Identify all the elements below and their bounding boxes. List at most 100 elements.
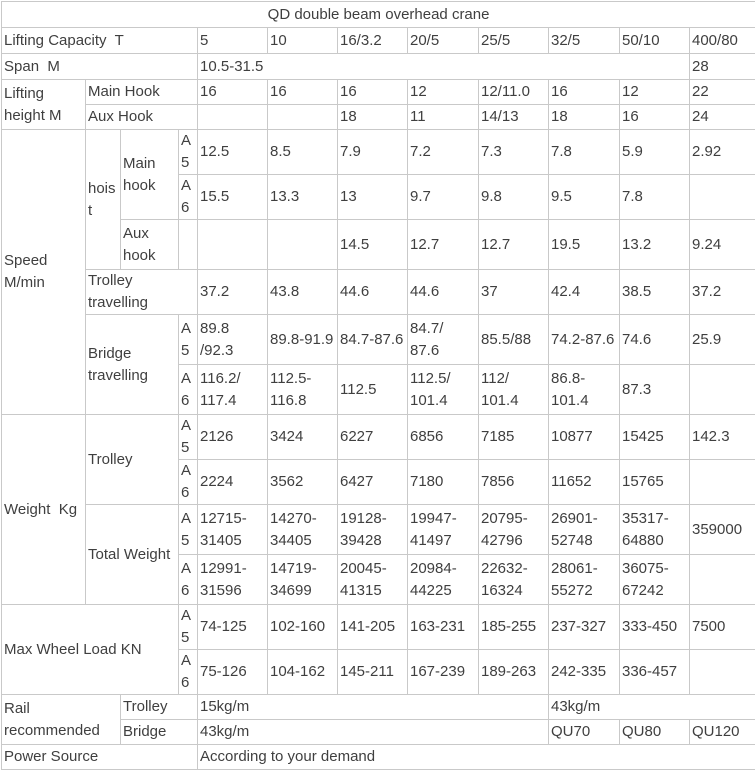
data-cell: 28 bbox=[690, 54, 755, 80]
data-cell: 20045- 41315 bbox=[338, 555, 408, 605]
data-cell: 242-335 bbox=[549, 650, 620, 695]
data-cell: 74.2-87.6 bbox=[549, 315, 620, 365]
data-cell: 112.5 bbox=[338, 365, 408, 415]
data-cell: 36075- 67242 bbox=[620, 555, 690, 605]
data-cell bbox=[268, 220, 338, 270]
grade-label: A5 bbox=[179, 505, 198, 555]
grade-label: A5 bbox=[179, 315, 198, 365]
data-cell: 26901- 52748 bbox=[549, 505, 620, 555]
row-header-hoist-main-hook: Main hook bbox=[121, 130, 179, 220]
data-cell: 163-231 bbox=[408, 605, 479, 650]
data-cell: 104-162 bbox=[268, 650, 338, 695]
row-header-lifting-capacity: Lifting Capacity T bbox=[2, 28, 198, 54]
grade-label: A5 bbox=[179, 130, 198, 175]
data-cell: 3424 bbox=[268, 415, 338, 460]
data-cell: 15425 bbox=[620, 415, 690, 460]
data-cell: 7500 bbox=[690, 605, 755, 650]
data-cell: 2126 bbox=[198, 415, 268, 460]
data-cell bbox=[198, 105, 268, 130]
data-cell: 359000 bbox=[690, 505, 755, 555]
row-header-rail-bridge: Bridge bbox=[121, 720, 198, 745]
data-cell: 19947- 41497 bbox=[408, 505, 479, 555]
data-cell: 16 bbox=[338, 80, 408, 105]
grade-label: A5 bbox=[179, 605, 198, 650]
data-cell: 3562 bbox=[268, 460, 338, 505]
data-cell: 18 bbox=[549, 105, 620, 130]
row-header-main-hook: Main Hook bbox=[86, 80, 198, 105]
data-cell: 13.3 bbox=[268, 175, 338, 220]
data-cell: 11652 bbox=[549, 460, 620, 505]
data-cell: 7.8 bbox=[549, 130, 620, 175]
data-cell: 6427 bbox=[338, 460, 408, 505]
data-cell: 19128- 39428 bbox=[338, 505, 408, 555]
data-cell: 37 bbox=[479, 270, 549, 315]
data-cell: 86.8- 101.4 bbox=[549, 365, 620, 415]
data-cell: 13.2 bbox=[620, 220, 690, 270]
data-cell: 189-263 bbox=[479, 650, 549, 695]
data-cell: 16/3.2 bbox=[338, 28, 408, 54]
data-cell: 2.92 bbox=[690, 130, 755, 175]
data-cell bbox=[690, 555, 755, 605]
data-cell: 7856 bbox=[479, 460, 549, 505]
data-cell: 85.5/88 bbox=[479, 315, 549, 365]
data-cell: According to your demand bbox=[198, 745, 755, 770]
data-cell: 87.3 bbox=[620, 365, 690, 415]
data-cell: 5 bbox=[198, 28, 268, 54]
data-cell: 145-211 bbox=[338, 650, 408, 695]
data-cell: 336-457 bbox=[620, 650, 690, 695]
data-cell: 20984- 44225 bbox=[408, 555, 479, 605]
data-cell: 43kg/m bbox=[198, 720, 549, 745]
grade-label bbox=[179, 220, 198, 270]
data-cell: 7185 bbox=[479, 415, 549, 460]
data-cell: 7.2 bbox=[408, 130, 479, 175]
data-cell: 18 bbox=[338, 105, 408, 130]
row-header-aux-hook: Aux Hook bbox=[86, 105, 198, 130]
data-cell: 12715- 31405 bbox=[198, 505, 268, 555]
data-cell: 74-125 bbox=[198, 605, 268, 650]
data-cell bbox=[690, 650, 755, 695]
data-cell bbox=[690, 365, 755, 415]
data-cell: 22 bbox=[690, 80, 755, 105]
data-cell: 141-205 bbox=[338, 605, 408, 650]
data-cell: 16 bbox=[620, 105, 690, 130]
data-cell: 43kg/m bbox=[549, 695, 755, 720]
data-cell: 19.5 bbox=[549, 220, 620, 270]
data-cell: 14/13 bbox=[479, 105, 549, 130]
grade-label: A6 bbox=[179, 555, 198, 605]
data-cell: 7.8 bbox=[620, 175, 690, 220]
data-cell: 2224 bbox=[198, 460, 268, 505]
table-row: QD double beam overhead crane bbox=[2, 2, 755, 28]
row-header-speed: Speed M/min bbox=[2, 130, 86, 415]
data-cell: 112.5/ 101.4 bbox=[408, 365, 479, 415]
data-cell: 102-160 bbox=[268, 605, 338, 650]
data-cell: 89.8-91.9 bbox=[268, 315, 338, 365]
data-cell: 6227 bbox=[338, 415, 408, 460]
data-cell: 20795- 42796 bbox=[479, 505, 549, 555]
data-cell: 7180 bbox=[408, 460, 479, 505]
data-cell: 38.5 bbox=[620, 270, 690, 315]
grade-label: A6 bbox=[179, 175, 198, 220]
row-header-bridge-travelling: Bridge travelling bbox=[86, 315, 179, 415]
data-cell: 15.5 bbox=[198, 175, 268, 220]
data-cell: 44.6 bbox=[408, 270, 479, 315]
data-cell: 7.3 bbox=[479, 130, 549, 175]
row-header-total-weight: Total Weight bbox=[86, 505, 179, 605]
data-cell: 7.9 bbox=[338, 130, 408, 175]
row-header-power-source: Power Source bbox=[2, 745, 198, 770]
data-cell: 35317- 64880 bbox=[620, 505, 690, 555]
data-cell: QU80 bbox=[620, 720, 690, 745]
data-cell: 400/80 bbox=[690, 28, 755, 54]
row-header-hoist-aux-hook: Aux hook bbox=[121, 220, 179, 270]
data-cell: 25.9 bbox=[690, 315, 755, 365]
data-cell: 237-327 bbox=[549, 605, 620, 650]
data-cell bbox=[690, 460, 755, 505]
